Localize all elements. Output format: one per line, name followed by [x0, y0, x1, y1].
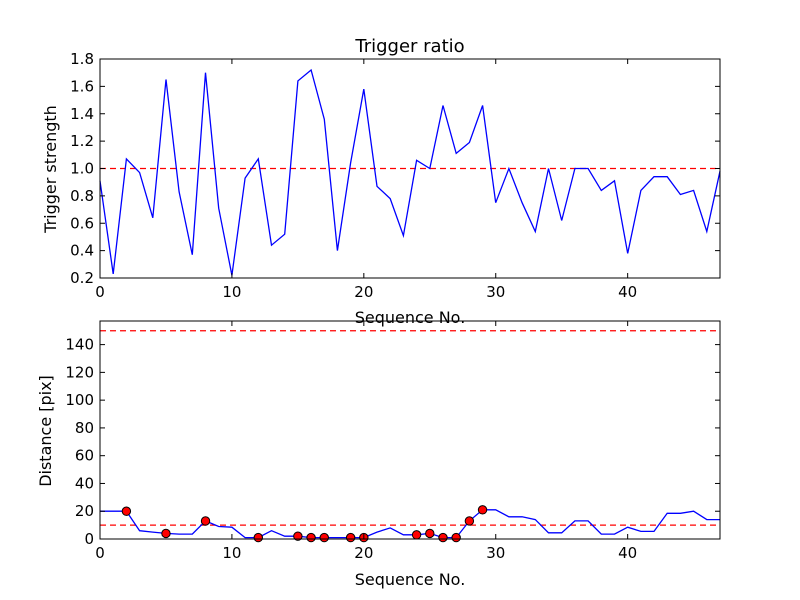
x-axis-label: Sequence No. — [355, 308, 466, 327]
y-tick-label: 1.4 — [70, 105, 94, 123]
x-tick-label: 40 — [618, 544, 637, 562]
y-tick-label: 1.8 — [70, 50, 94, 68]
x-tick-label: 10 — [222, 283, 241, 301]
x-tick-label: 20 — [354, 544, 373, 562]
y-tick-label: 140 — [65, 336, 94, 354]
y-tick-label: 0.2 — [70, 269, 94, 287]
x-tick-label: 0 — [95, 544, 105, 562]
data-point — [411, 530, 422, 540]
y-axis-label: Distance [pix] — [36, 375, 55, 487]
series-line — [99, 68, 721, 276]
y-tick-label: 80 — [75, 419, 94, 437]
data-point — [425, 528, 435, 539]
x-tick-label: 20 — [354, 283, 373, 301]
data-point — [319, 532, 329, 543]
data-point — [464, 516, 475, 526]
y-tick-label: 1.6 — [70, 77, 94, 95]
x-tick-label: 40 — [618, 283, 637, 301]
x-axis-label: Sequence No. — [355, 570, 466, 589]
data-point — [345, 532, 356, 543]
y-tick-label: 20 — [75, 502, 94, 520]
y-tick-label: 0.8 — [70, 187, 94, 205]
data-point — [293, 531, 303, 541]
x-tick-label: 30 — [486, 544, 505, 562]
y-tick-label: 1.0 — [70, 160, 94, 178]
data-point — [161, 528, 171, 539]
x-tick-label: 30 — [486, 283, 505, 301]
data-point — [438, 532, 448, 543]
x-tick-label: 0 — [95, 283, 105, 301]
distance-plot: 0 10 20 30 40 0 20 40 60 80 100 120 140 — [65, 320, 721, 562]
data-point — [200, 516, 211, 526]
y-tick-label: 60 — [75, 447, 94, 465]
data-point — [253, 532, 263, 543]
y-tick-label: 120 — [65, 363, 94, 381]
y-tick-label: 0.4 — [70, 242, 94, 260]
y-tick-label: 1.2 — [70, 132, 94, 150]
x-tick-label: 10 — [222, 544, 241, 562]
y-tick-label: 40 — [75, 474, 94, 492]
axes-frame — [99, 320, 721, 540]
y-axis-label: Trigger strength — [41, 105, 60, 234]
data-point — [477, 505, 488, 515]
y-tick-label: 0 — [84, 530, 94, 548]
data-point — [306, 532, 316, 543]
trigger-ratio-plot: 0 10 20 30 40 0.2 0.4 0.6 0.8 1.0 1.2 1.4 1.6 1.8 — [70, 50, 721, 301]
chart-title: Trigger ratio — [354, 36, 464, 57]
y-tick-label: 100 — [65, 391, 94, 409]
y-tick-label: 0.6 — [70, 214, 94, 232]
data-point — [121, 506, 132, 516]
data-point — [451, 532, 461, 543]
